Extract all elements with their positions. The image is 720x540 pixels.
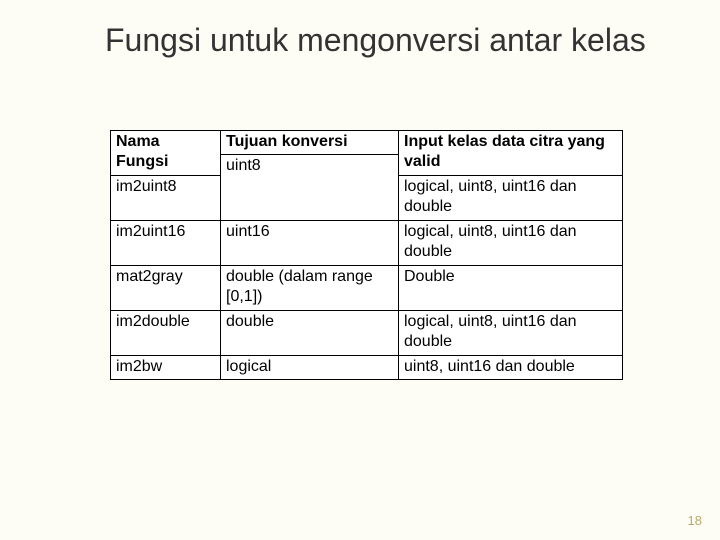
cell-name: im2double <box>111 310 221 355</box>
cell-target: uint16 <box>221 220 399 265</box>
cell-input: uint8, uint16 dan double <box>399 355 623 379</box>
cell-input: logical, uint8, uint16 dan double <box>399 175 623 220</box>
cell-target: double <box>221 310 399 355</box>
col-header-name: Nama Fungsi <box>111 131 221 176</box>
cell-input: logical, uint8, uint16 dan double <box>399 310 623 355</box>
table: Nama Fungsi Tujuan konversi Input kelas … <box>110 130 623 380</box>
cell-name: mat2gray <box>111 265 221 310</box>
cell-target: double (dalam range [0,1]) <box>221 265 399 310</box>
cell-name: im2bw <box>111 355 221 379</box>
table-row: mat2gray double (dalam range [0,1]) Doub… <box>111 265 623 310</box>
conversion-table: Nama Fungsi Tujuan konversi Input kelas … <box>110 130 622 380</box>
slide: Fungsi untuk mengonversi antar kelas Nam… <box>0 0 720 540</box>
cell-target: uint8 <box>221 155 399 220</box>
col-header-input: Input kelas data citra yang valid <box>399 131 623 176</box>
cell-input: logical, uint8, uint16 dan double <box>399 220 623 265</box>
col-header-target: Tujuan konversi <box>221 131 399 155</box>
table-row: im2uint16 uint16 logical, uint8, uint16 … <box>111 220 623 265</box>
cell-name: im2uint16 <box>111 220 221 265</box>
slide-title: Fungsi untuk mengonversi antar kelas <box>105 22 646 59</box>
cell-target: logical <box>221 355 399 379</box>
cell-input: Double <box>399 265 623 310</box>
page-number: 18 <box>688 513 702 528</box>
table-row: im2double double logical, uint8, uint16 … <box>111 310 623 355</box>
table-row: im2bw logical uint8, uint16 dan double <box>111 355 623 379</box>
cell-name: im2uint8 <box>111 175 221 220</box>
table-header-row: Nama Fungsi Tujuan konversi Input kelas … <box>111 131 623 155</box>
